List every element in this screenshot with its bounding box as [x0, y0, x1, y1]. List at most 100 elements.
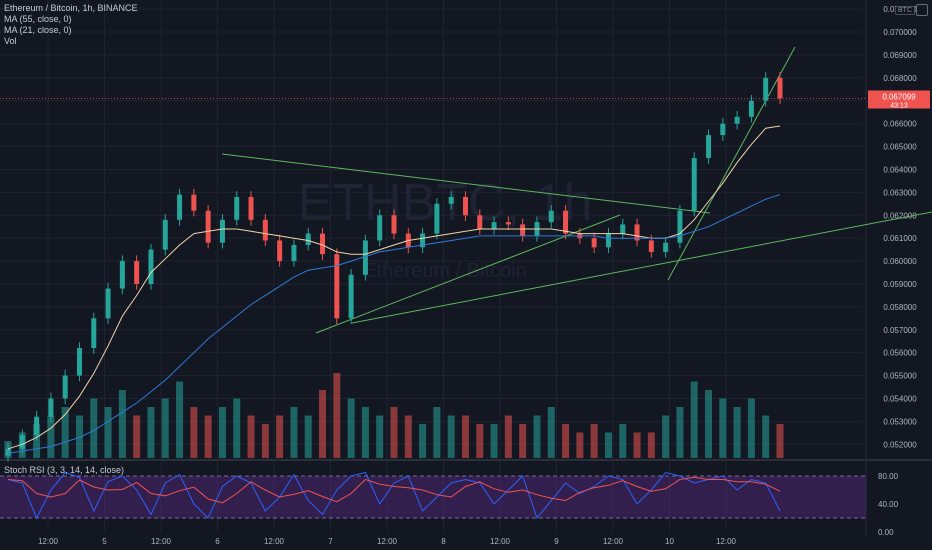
volume-bar — [419, 424, 427, 458]
candle-body — [334, 254, 340, 319]
volume-bar — [504, 415, 512, 458]
volume-bar — [218, 407, 226, 458]
trendline — [667, 46, 796, 281]
volume-bar — [776, 424, 784, 458]
candle-body — [677, 210, 683, 243]
volume-bar — [404, 415, 412, 458]
settings-icon[interactable] — [916, 4, 928, 16]
volume-bar — [533, 415, 541, 458]
candle-body — [119, 261, 125, 289]
candle-body — [648, 240, 654, 252]
candle-body — [663, 242, 669, 252]
volume-bar — [47, 415, 55, 458]
volume-bar — [719, 398, 727, 458]
volume-bar — [233, 398, 241, 458]
candle-body — [205, 210, 211, 243]
volume-bar — [133, 415, 141, 458]
candle-body — [305, 233, 311, 246]
volume-bar — [447, 415, 455, 458]
stoch-rsi-legend: Stoch RSI (3, 3, 14, 14, close) — [4, 465, 125, 475]
y-tick-label: 0.056000 — [883, 349, 917, 358]
candle-body — [391, 215, 397, 234]
candle-body — [505, 222, 511, 225]
candle-body — [162, 219, 168, 250]
volume-bar — [247, 415, 255, 458]
legend-ma21: MA (21, close, 0) — [4, 25, 72, 35]
y-tick-label: 0.052000 — [883, 440, 917, 449]
candle-body — [691, 158, 697, 211]
candle-body — [448, 196, 454, 204]
y-tick-label: 0.069000 — [883, 51, 917, 60]
x-tick-label: 6 — [215, 537, 220, 546]
y-tick-label: 0.068000 — [883, 74, 917, 83]
volume-bar — [733, 407, 741, 458]
volume-bar — [347, 398, 355, 458]
volume-bar — [333, 373, 341, 458]
candle-body — [548, 210, 554, 223]
legend-symbol: Ethereum / Bitcoin, 1h, BINANCE — [4, 3, 138, 13]
y-tick-label: 0.061000 — [883, 234, 917, 243]
price-tag-value: 0.067099 — [882, 92, 916, 101]
price-tag-countdown: 43:13 — [890, 102, 908, 109]
volume-bar — [562, 424, 570, 458]
volume-bar — [590, 424, 598, 458]
candle-body — [420, 233, 426, 248]
candle-body — [491, 222, 497, 229]
x-tick-label: 12:00 — [603, 537, 624, 546]
y-tick-label: 0.062000 — [883, 211, 917, 220]
candle-body — [348, 274, 354, 319]
volume-bar — [647, 432, 655, 458]
x-tick-label: 12:00 — [38, 537, 59, 546]
y-tick-label: 0.057000 — [883, 326, 917, 335]
candle-body — [734, 116, 740, 124]
candle-body — [520, 224, 526, 236]
volume-bar — [304, 415, 312, 458]
candle-body — [605, 233, 611, 248]
volume-bar — [376, 415, 384, 458]
volume-bar — [762, 415, 770, 458]
candle-body — [591, 238, 597, 248]
price-tag — [868, 90, 930, 109]
volume-bar — [147, 407, 155, 458]
y-tick-label: 0.060000 — [883, 257, 917, 266]
candle-body — [777, 77, 783, 99]
candle-body — [763, 77, 769, 101]
currency-badge[interactable]: BTC — [895, 6, 915, 15]
volume-bar — [476, 424, 484, 458]
volume-bar — [319, 390, 327, 458]
y-tick-label: 0.066000 — [883, 120, 917, 129]
y-tick-label: 0.058000 — [883, 303, 917, 312]
candle-body — [291, 245, 297, 262]
volume-bar — [61, 407, 69, 458]
candle-body — [362, 240, 368, 275]
volume-bar — [705, 390, 713, 458]
candle-body — [177, 194, 183, 220]
volume-bar — [619, 424, 627, 458]
candle-body — [76, 348, 82, 376]
candle-body — [148, 249, 154, 284]
candle-body — [634, 224, 640, 241]
watermark-name: Ethereum / Bitcoin — [363, 260, 526, 282]
x-tick-label: 7 — [328, 537, 333, 546]
volume-bar — [676, 407, 684, 458]
rsi-tick-label: 80.00 — [878, 472, 899, 481]
candle-body — [720, 123, 726, 136]
volume-bar — [104, 407, 112, 458]
candle-body — [462, 196, 468, 216]
candle-body — [34, 416, 40, 436]
volume-bar — [75, 415, 83, 458]
volume-bar — [519, 424, 527, 458]
candle-body — [706, 135, 712, 159]
rsi-band — [0, 476, 866, 518]
x-tick-label: 9 — [554, 537, 559, 546]
volume-bar — [604, 432, 612, 458]
trendline — [315, 214, 621, 334]
y-tick-label: 0.054000 — [883, 394, 917, 403]
x-tick-label: 12:00 — [716, 537, 737, 546]
x-tick-label: 12:00 — [377, 537, 398, 546]
x-tick-label: 12:00 — [151, 537, 172, 546]
candle-body — [19, 435, 25, 449]
candle-body — [320, 233, 326, 255]
volume-bar — [90, 398, 98, 458]
